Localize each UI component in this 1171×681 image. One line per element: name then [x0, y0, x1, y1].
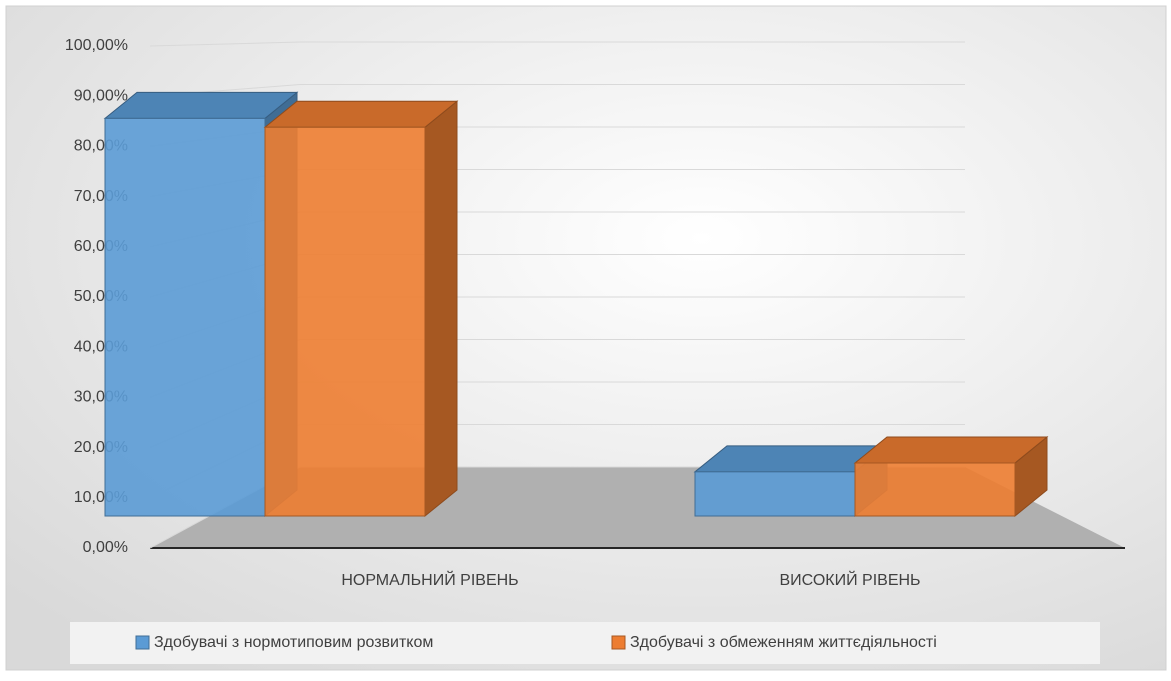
bar-face [104, 117, 266, 517]
bar [853, 435, 1049, 518]
legend-label: Здобувачі з нормотиповим розвитком [154, 634, 433, 651]
bar-face [424, 100, 458, 518]
bar-face [103, 91, 299, 119]
legend-box [70, 622, 1100, 664]
bar-face [694, 471, 856, 517]
y-tick-label: 0,00% [83, 539, 128, 556]
legend-swatch [611, 635, 626, 650]
x-tick-label: ВИСОКИЙ РІВЕНЬ [779, 570, 920, 589]
legend-swatch [135, 635, 150, 650]
bar [263, 100, 459, 518]
grid-line [149, 41, 301, 47]
y-tick-label: 90,00% [74, 87, 128, 104]
x-tick-label: НОРМАЛЬНИЙ РІВЕНЬ [341, 570, 518, 589]
bar-face [264, 126, 426, 517]
y-tick-label: 100,00% [65, 37, 128, 54]
bar-face [854, 462, 1016, 517]
bar-face [263, 100, 459, 128]
legend-label: Здобувачі з обмеженням життєдіяльності [630, 634, 937, 651]
bar-face [853, 436, 1049, 464]
